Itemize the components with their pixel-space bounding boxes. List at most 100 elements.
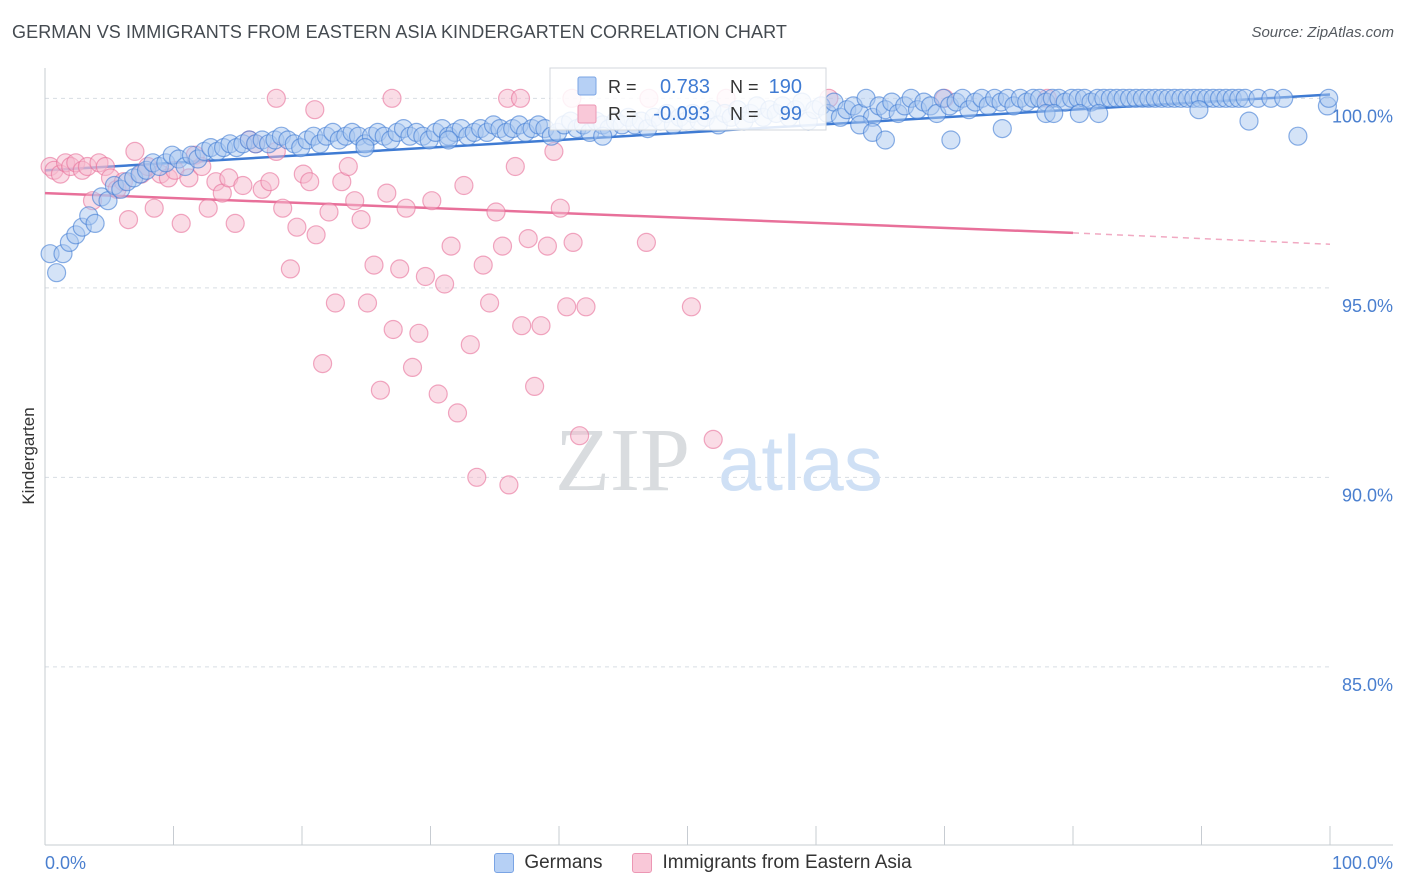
asia-trend-extension xyxy=(1072,232,1331,245)
asia-point xyxy=(351,210,371,230)
stats-r-label-german: R = xyxy=(608,77,637,97)
x-tick-label: 0.0% xyxy=(45,853,86,873)
asia-point xyxy=(325,293,345,313)
stats-n-value-asia: 99 xyxy=(780,103,802,125)
asia-point xyxy=(569,426,590,446)
german-point xyxy=(1189,100,1209,120)
asia-point xyxy=(273,198,293,218)
asia-point xyxy=(563,232,583,252)
asia-point xyxy=(300,172,320,192)
asia-point xyxy=(512,316,532,336)
german-point xyxy=(875,130,896,150)
asia-point xyxy=(305,100,325,120)
asia-point xyxy=(505,156,525,177)
asia-point xyxy=(377,183,397,203)
asia-point xyxy=(510,88,531,108)
asia-point xyxy=(447,403,468,423)
asia-point xyxy=(233,175,253,196)
asia-point xyxy=(319,202,339,222)
asia-point xyxy=(524,376,545,396)
asia-point xyxy=(357,293,378,313)
legend-label-eastern-asia: Immigrants from Eastern Asia xyxy=(662,852,912,873)
german-point xyxy=(85,213,105,233)
german-point xyxy=(992,119,1012,139)
stats-n-value-german: 190 xyxy=(769,76,802,98)
asia-point xyxy=(480,293,500,313)
german-point xyxy=(46,263,67,283)
asia-point xyxy=(171,213,191,233)
asia-point xyxy=(703,429,723,449)
asia-point xyxy=(576,297,596,317)
asia-point xyxy=(492,236,513,256)
watermark: ZIP atlas xyxy=(555,411,883,510)
chart-source: Source: ZipAtlas.com xyxy=(1251,24,1394,41)
tick-labels: 85.0% 90.0% 95.0% 100.0% 0.0% 100.0% xyxy=(45,106,1393,873)
asia-point xyxy=(396,198,416,218)
asia-point xyxy=(473,255,493,275)
asia-point xyxy=(422,191,442,211)
legend-swatch-germans xyxy=(494,853,515,873)
asia-point xyxy=(144,198,164,218)
axes xyxy=(44,68,1393,846)
asia-point xyxy=(402,357,423,377)
asia-point xyxy=(550,198,570,218)
asia-point xyxy=(435,274,455,294)
german-point xyxy=(1239,111,1259,131)
asia-point xyxy=(198,198,218,218)
german-point xyxy=(1089,103,1109,124)
german-point xyxy=(438,130,459,150)
asia-point xyxy=(681,297,702,317)
asia-point xyxy=(306,225,326,245)
y-tick-label: 85.0% xyxy=(1342,675,1393,695)
german-point xyxy=(1274,88,1294,108)
stats-n-label-asia: N = xyxy=(730,104,759,124)
asia-point xyxy=(260,172,280,192)
asia-point xyxy=(383,319,403,340)
y-tick-label: 90.0% xyxy=(1342,485,1393,505)
stats-r-value-asia: -0.093 xyxy=(653,103,710,125)
legend-swatch-eastern-asia xyxy=(632,853,653,873)
asia-point xyxy=(441,236,461,256)
asia-point xyxy=(454,175,474,196)
asia-point xyxy=(266,88,286,108)
asia-point xyxy=(118,210,139,230)
asia-point xyxy=(486,202,506,222)
legend-item-eastern-asia[interactable]: Immigrants from Eastern Asia xyxy=(632,852,912,874)
stats-box: R = 0.783 N = 190 R = -0.093 N = 99 xyxy=(549,67,827,131)
watermark-atlas: atlas xyxy=(718,419,883,507)
asia-point xyxy=(125,141,145,161)
asia-point xyxy=(415,266,435,287)
asia-point xyxy=(636,232,657,252)
data-points xyxy=(40,88,1339,495)
german-point xyxy=(1069,103,1090,124)
stats-n-label-german: N = xyxy=(730,77,759,97)
y-tick-label: 95.0% xyxy=(1342,296,1393,316)
stats-r-label-asia: R = xyxy=(608,104,637,124)
asia-point xyxy=(280,259,300,279)
stats-r-value-german: 0.783 xyxy=(660,76,710,98)
german-point xyxy=(1319,88,1339,108)
german-point xyxy=(1288,126,1308,146)
german-point xyxy=(941,130,961,150)
x-tick-label: 100.0% xyxy=(1332,853,1393,873)
asia-point xyxy=(428,384,448,404)
legend-item-germans[interactable]: Germans xyxy=(494,852,602,874)
asia-point xyxy=(287,217,307,237)
asia-point xyxy=(537,236,558,256)
watermark-zip: ZIP xyxy=(555,411,690,510)
legend: Germans Immigrants from Eastern Asia xyxy=(0,852,1406,874)
asia-point xyxy=(499,475,519,495)
stats-swatch-asia xyxy=(577,104,597,124)
stats-swatch-german xyxy=(577,76,597,96)
asia-point xyxy=(531,316,551,336)
asia-point xyxy=(409,323,429,343)
y-axis-label: Kindergarten xyxy=(19,407,38,504)
german-point xyxy=(1044,103,1064,124)
asia-point xyxy=(467,467,487,487)
asia-point xyxy=(518,229,538,249)
asia-point xyxy=(313,354,333,374)
asia-point xyxy=(370,380,390,400)
asia-point xyxy=(557,297,577,317)
asia-point xyxy=(225,213,245,233)
